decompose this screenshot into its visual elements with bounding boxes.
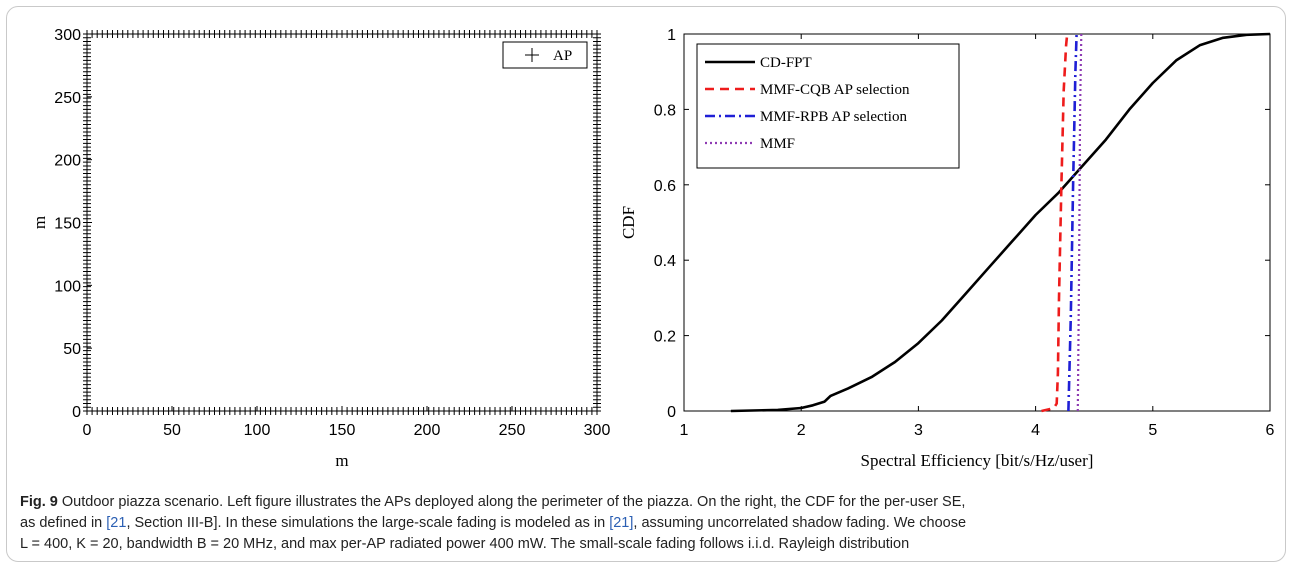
right-x-tick-label: 2	[797, 422, 806, 439]
right-x-tick-label: 4	[1031, 422, 1040, 439]
left-y-tick-label: 200	[54, 153, 81, 170]
citation-link-2[interactable]: [21]	[609, 515, 634, 531]
caption-text-2b: , Section III-B]. In these simulations t…	[126, 515, 610, 531]
left-y-tick-label: 250	[54, 90, 81, 107]
right-y-tick-label: 0.8	[654, 102, 676, 119]
left-legend-box	[502, 41, 588, 69]
right-plot-frame	[683, 33, 1271, 412]
left-x-tick-label: 250	[499, 422, 526, 439]
left-x-tick-label: 150	[329, 422, 356, 439]
caption-text-2a: as defined in	[20, 515, 107, 531]
caption-line-3: L = 400, K = 20, bandwidth B = 20 MHz, a…	[20, 534, 1275, 555]
ap-marker	[593, 30, 601, 38]
right-y-tick-label: 0	[667, 404, 676, 421]
caption-line-2: as defined in [21, Section III-B]. In th…	[20, 513, 1275, 534]
left-legend-label: AP	[553, 48, 572, 64]
figure-caption: Fig. 9 Outdoor piazza scenario. Left fig…	[20, 492, 1275, 555]
series-line-0	[730, 32, 1271, 413]
series-line-3	[1076, 33, 1083, 412]
caption-text-3: L = 400, K = 20, bandwidth B = 20 MHz, a…	[20, 536, 910, 552]
series-line-1	[1041, 33, 1069, 413]
citation-link[interactable]: [21	[106, 515, 127, 531]
left-x-tick-label: 200	[414, 422, 441, 439]
figure-frame	[6, 6, 1286, 562]
right-legend-box	[696, 43, 960, 169]
right-y-tick-label: 0.6	[654, 178, 676, 195]
left-x-axis-label: m	[335, 451, 348, 470]
right-x-tick-label: 3	[914, 422, 923, 439]
left-y-axis-label: m	[30, 216, 49, 229]
left-y-tick-label: 300	[54, 27, 81, 44]
right-x-tick-label: 6	[1266, 422, 1275, 439]
left-x-tick-label: 300	[584, 422, 611, 439]
legend-label-3: MMF	[760, 136, 795, 152]
right-y-tick-label: 0.4	[654, 253, 676, 270]
right-x-tick-label: 1	[680, 422, 689, 439]
left-y-tick-label: 50	[63, 341, 81, 358]
right-y-axis-label: CDF	[619, 206, 638, 239]
legend-label-0: CD-FPT	[760, 55, 812, 71]
left-x-tick-label: 100	[244, 422, 271, 439]
ap-marker	[83, 33, 91, 42]
right-x-axis-label: Spectral Efficiency [bit/s/Hz/user]	[861, 451, 1094, 470]
left-y-tick-label: 0	[72, 404, 81, 421]
left-x-tick-label: 50	[163, 422, 181, 439]
left-plot-frame	[86, 33, 598, 412]
series-line-2	[1067, 33, 1078, 412]
caption-text-2c: , assuming uncorrelated shadow fading. W…	[633, 515, 967, 531]
left-y-tick-label: 100	[54, 278, 81, 295]
caption-line-1: Fig. 9 Outdoor piazza scenario. Left fig…	[20, 492, 1275, 513]
left-y-tick-label: 150	[54, 216, 81, 233]
left-legend-marker	[525, 48, 539, 62]
left-x-tick-label: 0	[83, 422, 92, 439]
caption-text-1: Outdoor piazza scenario. Left figure ill…	[61, 494, 966, 510]
ap-markers-group	[83, 30, 601, 415]
right-y-tick-label: 0.2	[654, 329, 676, 346]
right-x-tick-label: 5	[1148, 422, 1157, 439]
legend-label-1: MMF-CQB AP selection	[760, 82, 910, 98]
legend-label-2: MMF-RPB AP selection	[760, 109, 907, 125]
right-y-tick-label: 1	[667, 27, 676, 44]
figure-label: Fig. 9	[20, 494, 58, 510]
